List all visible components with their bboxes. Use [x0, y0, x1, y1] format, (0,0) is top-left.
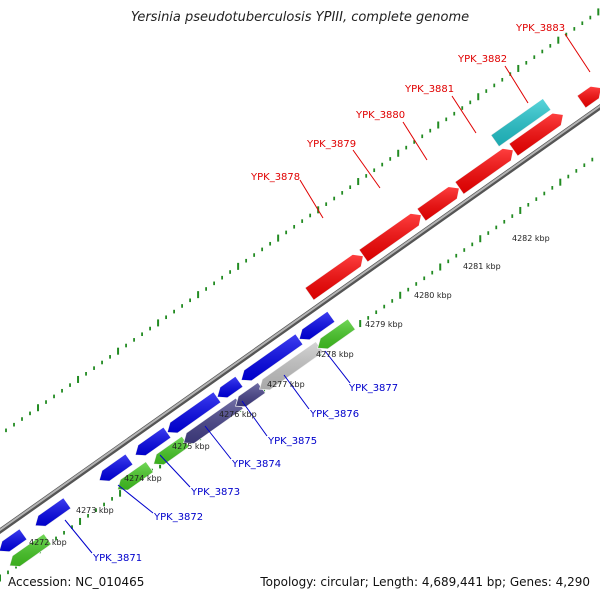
cds-forward	[454, 147, 514, 195]
kbp-label: 4273 kbp	[76, 506, 114, 515]
gene-label-forward[interactable]: YPK_3880	[355, 110, 405, 121]
callout-line	[352, 149, 381, 189]
gene-label-reverse[interactable]: YPK_3872	[153, 512, 203, 523]
cds-reverse-green-shade	[117, 461, 154, 491]
cds-forward-shade	[455, 148, 514, 195]
cds-forward-shade	[359, 213, 422, 263]
kbp-axis: 4272 kbp 4273 kbp 4274 kbp 4275 kbp 4276…	[29, 234, 550, 547]
cds-forward-cyan	[490, 97, 552, 148]
kbp-label: 4275 kbp	[172, 442, 210, 451]
cds-forward-shade	[417, 186, 460, 222]
kbp-label: 4274 kbp	[124, 474, 162, 483]
backbone-line-inner	[0, 104, 600, 532]
cds-reverse-purple-shade	[235, 382, 266, 407]
kbp-label: 4278 kbp	[316, 350, 354, 359]
gene-label-reverse[interactable]: YPK_3873	[190, 487, 240, 498]
map-title: Yersinia pseudotuberculosis YPIII, compl…	[130, 10, 470, 25]
cds-reverse-shade	[299, 311, 335, 340]
cds-forward-shade	[577, 86, 600, 109]
callout-line	[402, 121, 428, 161]
cds-reverse-shade	[167, 391, 221, 434]
cds-forward	[416, 186, 460, 222]
cds-reverse-shade	[135, 427, 171, 456]
callout-line	[64, 519, 93, 554]
cds-reverse	[34, 497, 72, 527]
reverse-gene-labels: YPK_3871 YPK_3872 YPK_3873 YPK_3874 YPK_…	[92, 383, 398, 564]
kbp-label: 4279 kbp	[365, 320, 403, 329]
cds-reverse	[0, 528, 28, 553]
cds-reverse	[98, 453, 134, 482]
cds-forward	[358, 212, 422, 263]
cds-forward-cyan-shade	[490, 98, 551, 147]
accession-text: Accession: NC_010465	[8, 575, 145, 589]
backbone	[0, 104, 600, 534]
cds-reverse	[298, 310, 336, 341]
callout-line	[564, 33, 591, 73]
gene-label-reverse[interactable]: YPK_3874	[231, 459, 281, 470]
cds-reverse-gray-shade	[259, 341, 324, 390]
callout-line	[451, 95, 477, 134]
kbp-label: 4280 kbp	[414, 291, 452, 300]
gene-label-forward[interactable]: YPK_3883	[515, 23, 565, 34]
callout-line	[204, 425, 232, 460]
tick-rows	[0, 8, 600, 582]
cds-reverse-green-shade	[317, 318, 356, 349]
cds-reverse-green	[9, 533, 52, 567]
cds-forward	[304, 253, 364, 301]
callout-line	[504, 65, 529, 104]
callout-line	[159, 454, 191, 488]
cds-reverse-shade	[217, 376, 243, 398]
gene-label-reverse[interactable]: YPK_3875	[267, 436, 317, 447]
callout-line	[117, 484, 154, 514]
callout-line	[283, 374, 310, 410]
kbp-label: 4272 kbp	[29, 538, 67, 547]
cds-reverse-shade	[99, 453, 133, 482]
cds-forward-shade	[305, 254, 364, 301]
genome-summary: Topology: circular; Length: 4,689,441 bp…	[260, 575, 590, 589]
cds-reverse	[216, 375, 244, 399]
cds-forward	[576, 85, 600, 109]
forward-gene-labels: YPK_3878 YPK_3879 YPK_3880 YPK_3881 YPK_…	[250, 23, 565, 183]
gene-label-forward[interactable]: YPK_3882	[457, 54, 507, 65]
cds-reverse-green-shade	[9, 533, 52, 567]
cds-forward-shade	[509, 113, 564, 157]
kbp-label: 4282 kbp	[512, 234, 550, 243]
gene-label-reverse[interactable]: YPK_3877	[348, 383, 398, 394]
gene-label-forward[interactable]: YPK_3881	[404, 84, 454, 95]
gene-label-forward[interactable]: YPK_3878	[250, 172, 300, 183]
kbp-label: 4281 kbp	[463, 262, 501, 271]
callout-line	[324, 350, 351, 384]
gene-label-reverse[interactable]: YPK_3871	[92, 553, 142, 564]
cds-reverse-shade	[0, 528, 27, 552]
kbp-label: 4276 kbp	[219, 410, 257, 419]
callout-line	[241, 400, 268, 437]
kbp-label: 4277 kbp	[267, 380, 305, 389]
cds-reverse-shade	[241, 333, 303, 381]
cds-reverse-purple-shade	[183, 397, 244, 444]
cds-reverse-shade	[35, 497, 71, 527]
callout-lines	[64, 33, 591, 554]
gene-features	[0, 85, 600, 567]
cds-reverse-green	[317, 318, 356, 350]
gene-label-forward[interactable]: YPK_3879	[306, 139, 356, 150]
callout-line	[299, 179, 324, 219]
gene-label-reverse[interactable]: YPK_3876	[309, 409, 359, 420]
cds-reverse-green	[117, 460, 154, 491]
cds-forward	[508, 112, 564, 157]
